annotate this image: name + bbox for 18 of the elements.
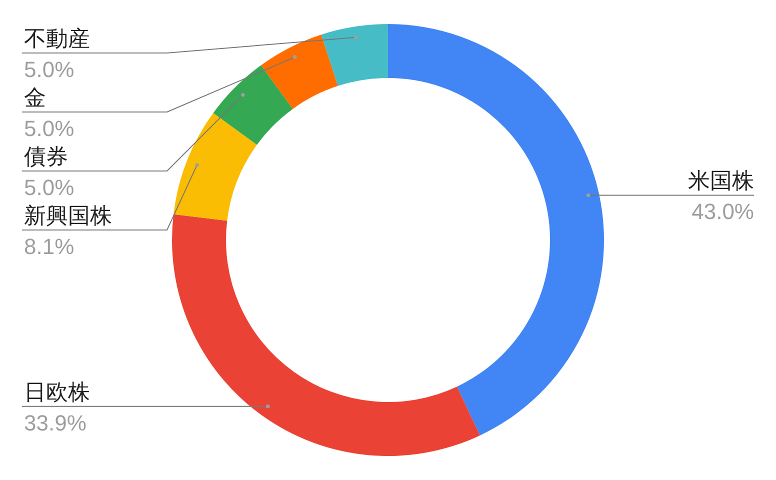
data-label: 43.0%: [692, 199, 754, 224]
donut-slice: [321, 24, 388, 86]
slice-label: 新興国株: [24, 203, 112, 228]
slice-label: 不動産: [24, 26, 90, 51]
data-label: 5.0%: [24, 57, 74, 82]
donut-slice: [388, 24, 604, 436]
data-label: 33.9%: [24, 410, 86, 436]
donut-slice: [172, 214, 480, 456]
donut-slice: [213, 65, 293, 145]
slice-label: 債券: [24, 144, 68, 169]
data-label: 8.1%: [24, 234, 74, 259]
data-label: 5.0%: [24, 175, 74, 200]
slice-label: 日欧株: [24, 379, 90, 404]
donut-slice: [174, 113, 257, 221]
donut-slice: [261, 34, 338, 109]
slice-label: 米国株: [688, 168, 754, 194]
data-label: 5.0%: [24, 116, 74, 141]
slice-label: 金: [24, 85, 46, 110]
